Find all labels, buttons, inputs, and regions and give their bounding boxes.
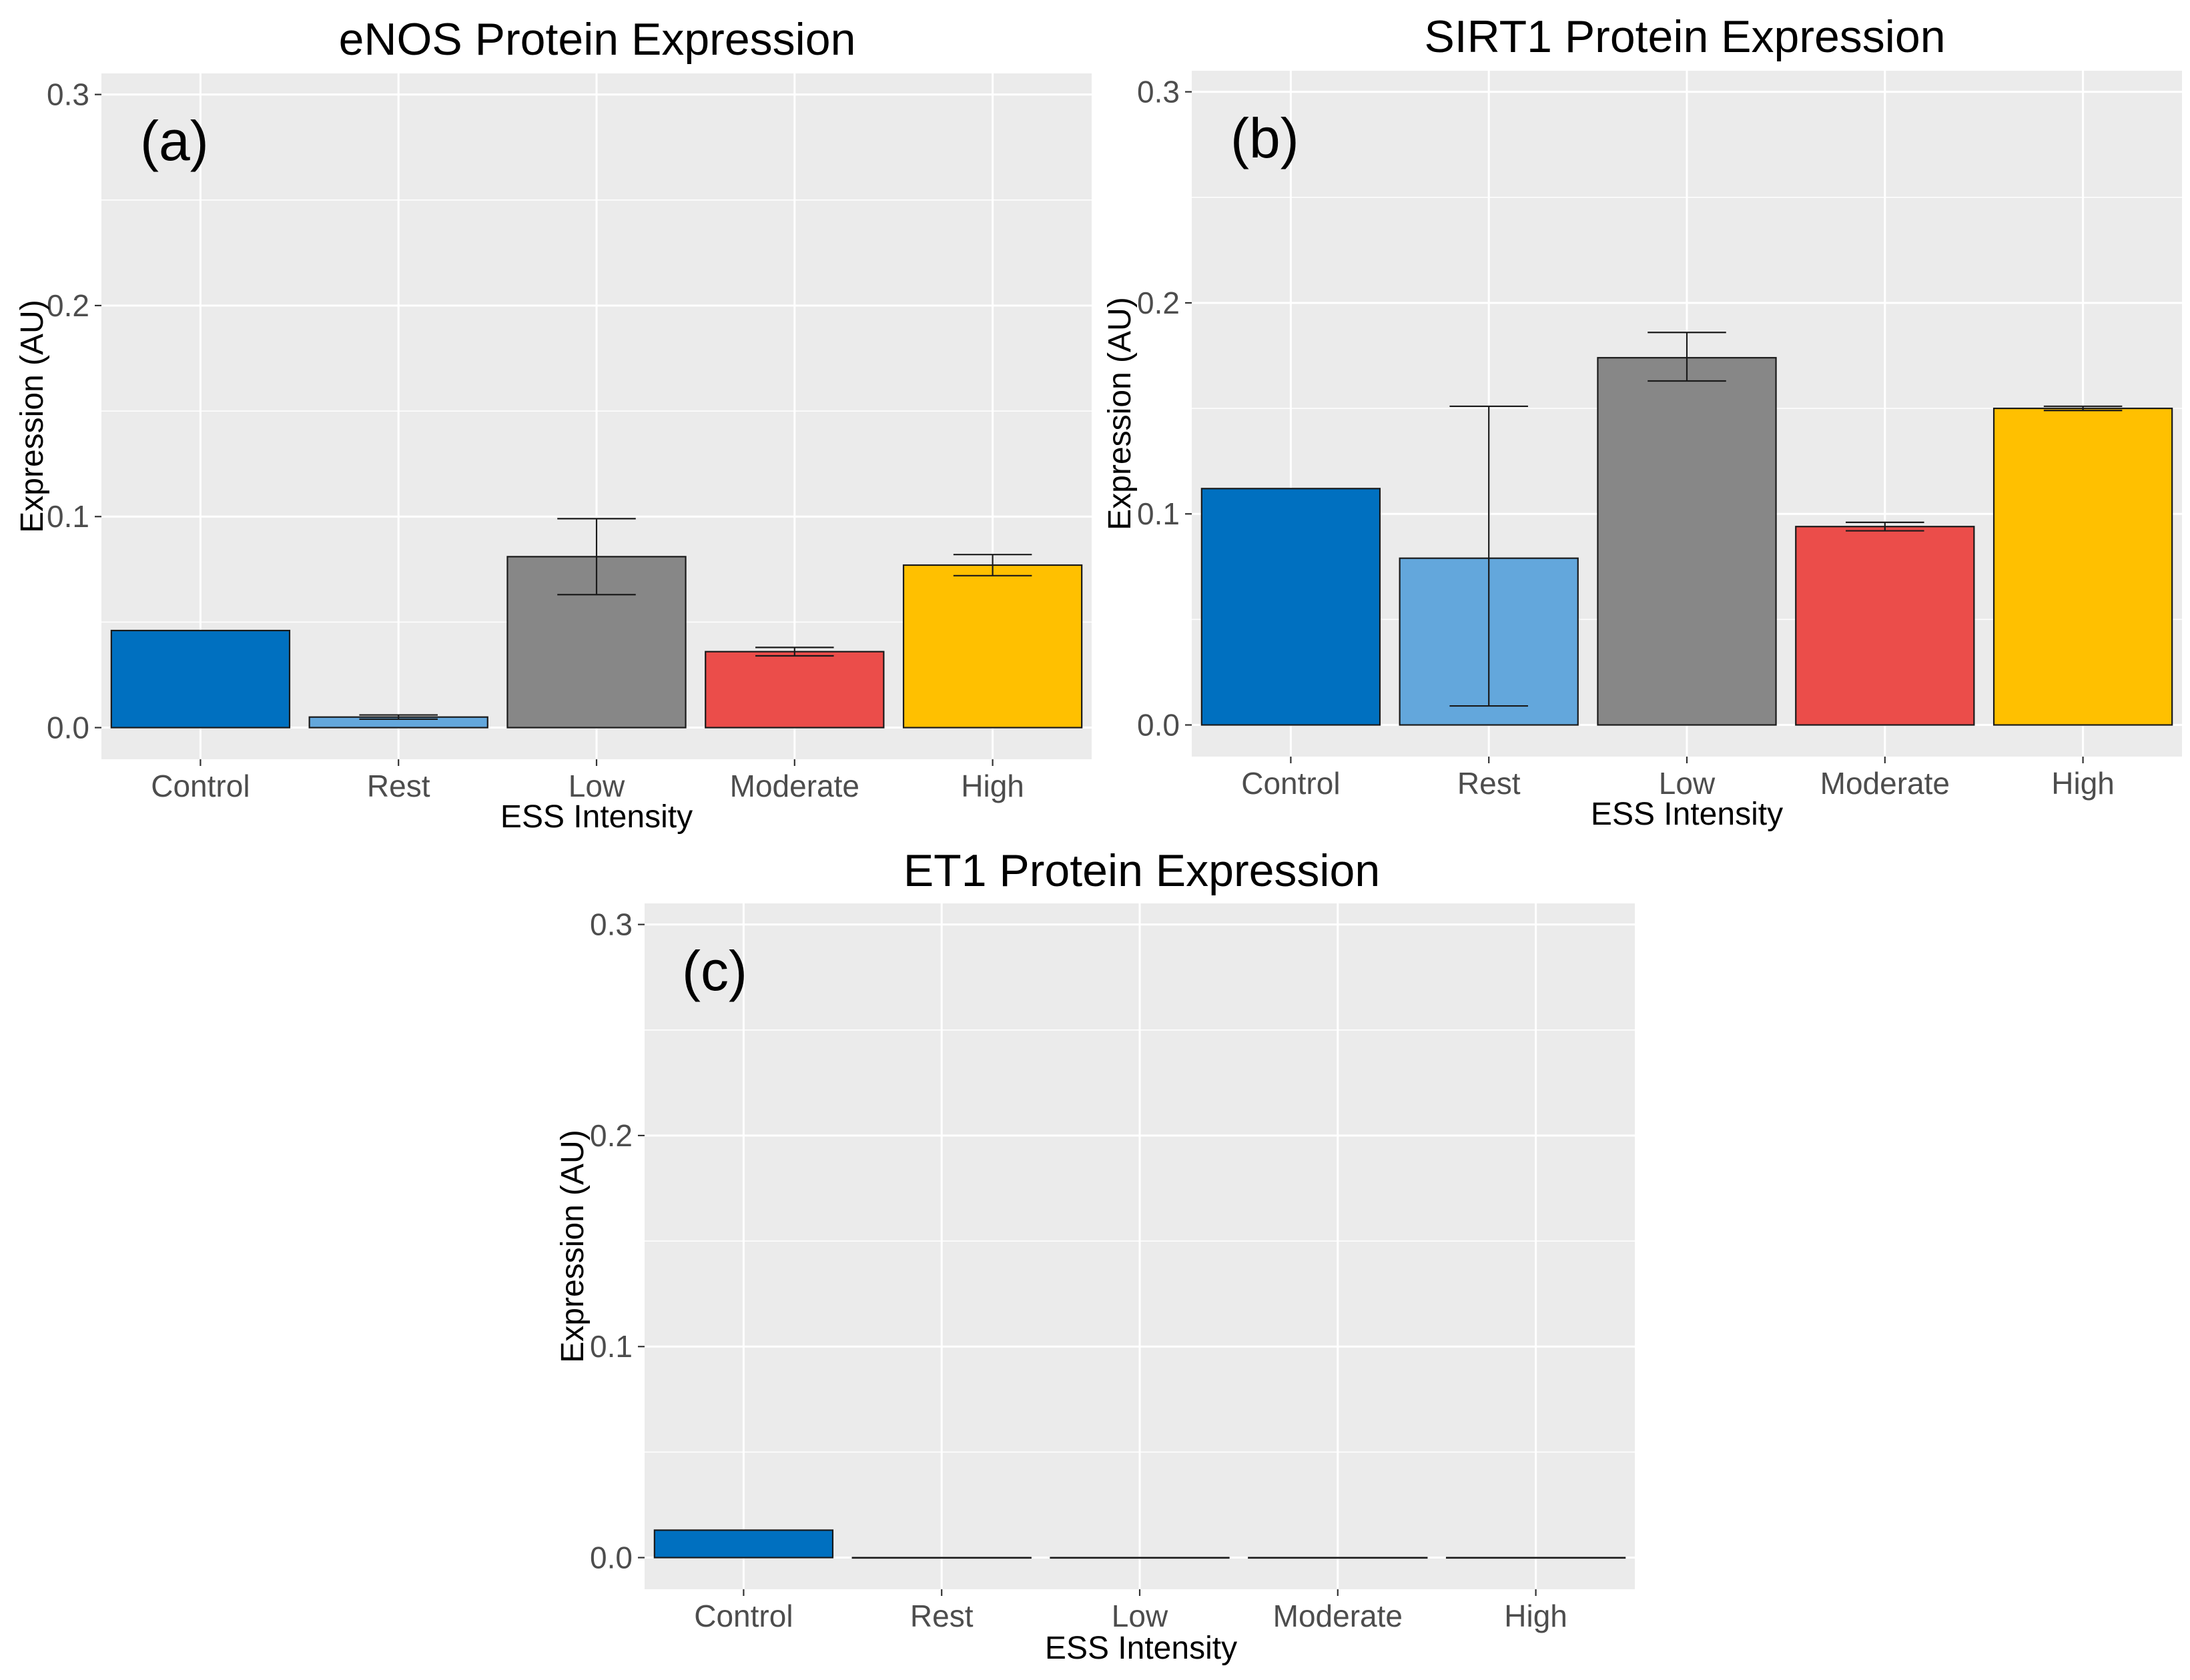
bar-control [1200,488,1381,726]
y-tick-label: 0.3 [47,77,89,112]
y-axis-title: Expression (AU) [15,300,50,532]
error-bar-high [2043,405,2123,412]
bar-high [1992,407,2173,726]
x-ticks: Control Rest Low Moderate High [1241,757,2115,801]
x-tick-label: Low [1112,1599,1168,1633]
x-tick-label: High [2051,766,2115,801]
x-tick-label: High [1504,1599,1567,1633]
y-tick-label: 0.0 [47,711,89,745]
panel-label: (a) [140,109,209,172]
y-ticks: 0.0 0.1 0.2 0.3 [1137,75,1192,743]
x-tick-label: Control [1241,766,1340,801]
chart-title: eNOS Protein Expression [339,14,856,65]
y-tick-label: 0.1 [47,499,89,534]
bar-rest [851,1557,1032,1559]
bar-control [110,629,291,729]
x-tick-label: Moderate [1820,766,1950,801]
bar-low [1050,1557,1230,1559]
y-axis-title: Expression (AU) [1102,297,1138,530]
x-tick-label: Low [1659,766,1716,801]
x-tick-label: Rest [1457,766,1521,801]
error-bar-rest [1449,405,1528,707]
bar-moderate [1248,1557,1428,1559]
panel-label: (b) [1230,107,1299,169]
x-tick-label: Low [569,769,625,803]
y-tick-label: 0.2 [590,1118,633,1153]
error-bars [359,518,1032,721]
y-ticks: 0.0 0.1 0.2 0.3 [47,77,101,745]
y-tick-label: 0.2 [1137,286,1180,320]
panel-label: (c) [682,939,747,1002]
bars [653,1529,1626,1559]
bars [110,556,1083,729]
error-bars [1449,332,2123,707]
x-tick-label: Rest [367,769,430,803]
error-bar-moderate [755,647,834,657]
chart-title: SIRT1 Protein Expression [1424,11,1945,62]
y-ticks: 0.0 0.1 0.2 0.3 [590,907,645,1575]
y-tick-label: 0.3 [1137,75,1180,109]
x-ticks: Control Rest Low Moderate High [151,759,1024,803]
panel-b: SIRT1 Protein Expression 0.0 0.1 0.2 0.3 Co… [1102,11,2182,832]
bar-control [653,1529,834,1559]
error-bar-low [1648,332,1726,382]
y-tick-label: 0.2 [47,288,89,323]
y-tick-label: 0.0 [590,1541,633,1575]
chart-title: ET1 Protein Expression [903,845,1380,896]
bar-moderate [1795,526,1975,726]
x-tick-label: High [961,769,1024,803]
x-axis-title: ESS Intensity [500,799,693,835]
x-tick-label: Control [151,769,250,803]
x-tick-label: Control [694,1599,793,1633]
panel-c: ET1 Protein Expression 0.0 0.1 0.2 0.3 Cont… [555,845,1635,1666]
grid-lines [645,903,1635,1589]
y-tick-label: 0.0 [1137,708,1180,743]
bar-high [902,564,1083,729]
y-tick-label: 0.3 [590,907,633,942]
x-ticks: Control Rest Low Moderate High [694,1589,1567,1633]
y-tick-label: 0.1 [590,1329,633,1364]
error-bar-moderate [1846,521,1924,532]
error-bar-low [557,518,636,596]
x-tick-label: Rest [910,1599,974,1633]
y-tick-label: 0.1 [1137,496,1180,531]
panel-a: eNOS Protein Expression 0.0 0.1 0.2 0.3 Con… [15,14,1092,835]
x-axis-title: ESS Intensity [1045,1631,1237,1666]
error-bar-rest [359,714,438,721]
x-tick-label: Moderate [1273,1599,1403,1633]
x-tick-label: Moderate [730,769,859,803]
error-bar-high [953,554,1032,576]
bar-high [1445,1557,1626,1559]
y-axis-title: Expression (AU) [555,1130,591,1362]
x-axis-title: ESS Intensity [1591,797,1783,832]
bar-low [1597,357,1777,726]
bar-moderate [705,651,885,729]
